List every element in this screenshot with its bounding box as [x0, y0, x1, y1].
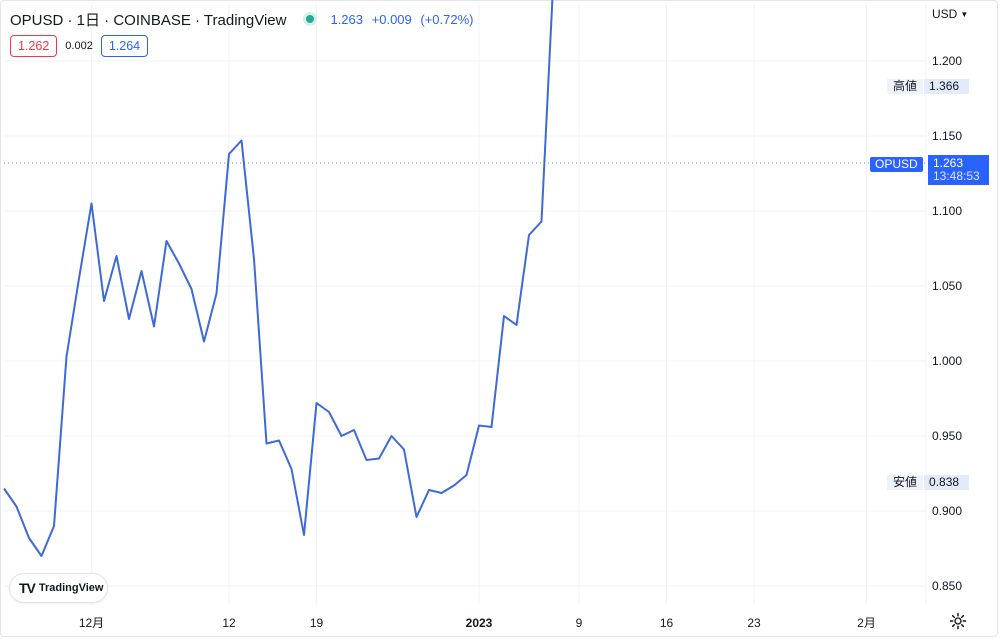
high-price-label: 高値 1.366 — [887, 79, 969, 94]
symbol-price-label: OPUSD — [870, 157, 923, 172]
chart-header: OPUSD · 1日 · COINBASE · TradingView 1.26… — [10, 8, 474, 30]
symbol-title[interactable]: OPUSD · 1日 · COINBASE · TradingView — [10, 11, 287, 29]
x-tick-label: 16 — [660, 616, 674, 630]
y-tick-label: 1.150 — [932, 129, 962, 143]
x-tick-label: 19 — [310, 616, 324, 630]
x-tick-label: 9 — [576, 616, 583, 630]
price-change: +0.009 — [371, 11, 412, 27]
gear-icon[interactable] — [949, 612, 967, 630]
y-tick-label: 0.850 — [932, 579, 962, 593]
y-tick-label: 1.000 — [932, 354, 962, 368]
y-tick-label: 1.050 — [932, 279, 962, 293]
bar-countdown: 13:48:53 — [933, 169, 980, 183]
market-open-indicator — [306, 15, 315, 23]
x-tick-label: 2023 — [466, 616, 493, 630]
ask-price[interactable]: 1.264 — [100, 35, 149, 57]
currency-label: USD — [932, 7, 958, 21]
bid-price[interactable]: 1.262 — [10, 35, 58, 57]
price-change-pct: (+0.72%) — [420, 11, 474, 27]
tradingview-logo[interactable]: TV TradingView — [9, 573, 108, 603]
low-price-label: 安値 0.838 — [887, 475, 969, 490]
x-tick-label: 12月 — [79, 616, 104, 630]
spread-value: 0.002 — [65, 40, 93, 52]
y-tick-label: 1.200 — [932, 54, 962, 68]
tradingview-logo-text: TradingView — [38, 582, 104, 594]
bid-ask-panel: 1.262 0.002 1.264 — [10, 35, 149, 57]
low-label-value: 0.838 — [924, 475, 969, 490]
quote-summary: 1.263 +0.009 (+0.72%) — [330, 12, 473, 27]
y-tick-label: 0.950 — [932, 429, 962, 443]
y-tick-label: 0.900 — [932, 504, 962, 518]
currency-selector[interactable]: USD ▼ — [932, 7, 968, 21]
x-tick-label: 12 — [222, 616, 236, 630]
current-price-tag: 1.263 13:48:53 — [928, 155, 989, 185]
x-tick-label: 2月 — [857, 616, 876, 630]
low-label-name: 安値 — [887, 475, 924, 490]
high-label-name: 高値 — [887, 79, 924, 94]
last-price: 1.263 — [330, 11, 364, 27]
tradingview-logo-icon: TV — [19, 580, 36, 596]
y-tick-label: 1.100 — [932, 204, 962, 218]
high-label-value: 1.366 — [924, 79, 969, 94]
price-series-line[interactable] — [3, 0, 579, 557]
current-price-value: 1.263 — [933, 156, 964, 170]
chevron-down-icon: ▼ — [960, 9, 969, 19]
x-tick-label: 23 — [747, 616, 761, 630]
